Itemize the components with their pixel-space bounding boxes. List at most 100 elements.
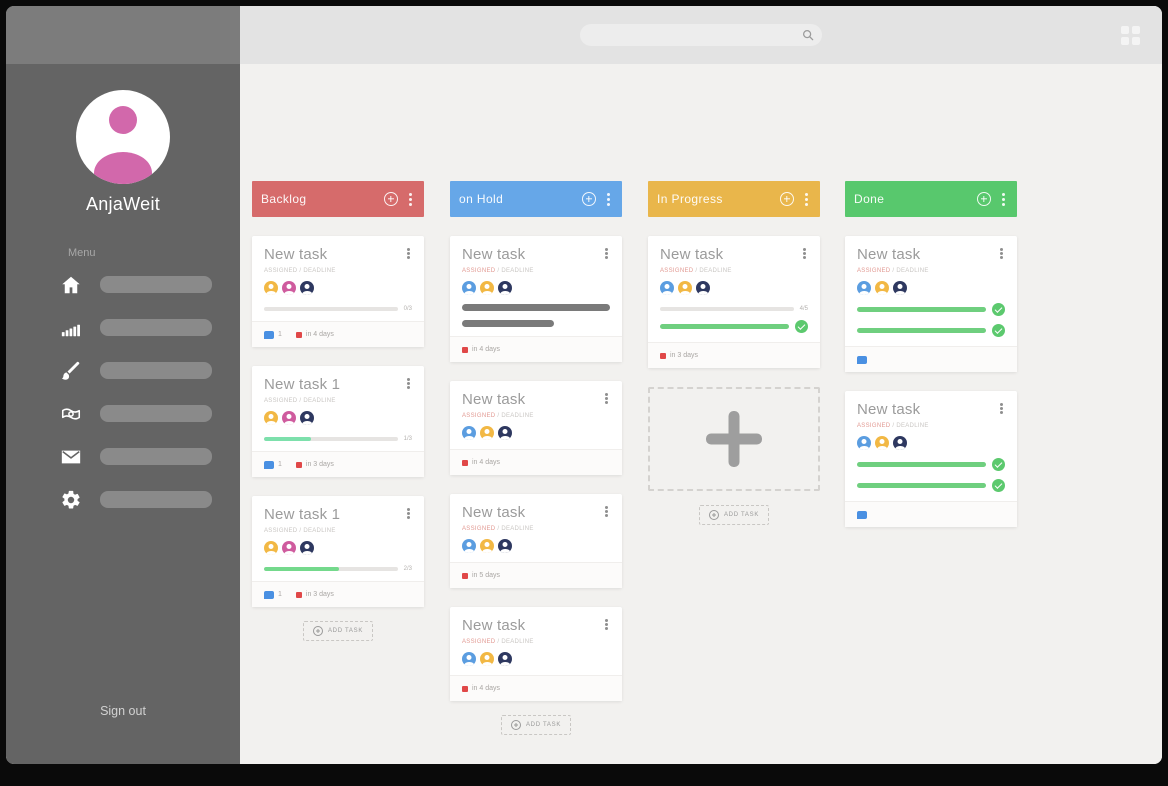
avatar bbox=[462, 539, 476, 553]
check-badge-icon bbox=[992, 479, 1005, 492]
due-text: in 3 days bbox=[305, 461, 334, 468]
menu-section-label: Menu bbox=[68, 247, 96, 259]
sidebar-item-2[interactable] bbox=[6, 349, 240, 392]
sidebar-item-3[interactable] bbox=[6, 392, 240, 435]
task-title-row: New task bbox=[264, 246, 412, 263]
add-task-button[interactable]: ADD TASK bbox=[698, 505, 770, 525]
due-text: in 5 days bbox=[472, 572, 501, 579]
kanban-column-on-hold: on Hold New task ASSIGNED / DEADLINE in 4 d… bbox=[450, 181, 622, 735]
task-menu-icon[interactable] bbox=[1000, 407, 1003, 410]
due-text: in 4 days bbox=[472, 685, 501, 692]
main-area: Backlog New task ASSIGNED / DEADLINE 0/3 1 in… bbox=[240, 6, 1162, 764]
task-card[interactable]: New task ASSIGNED / DEADLINE bbox=[845, 236, 1017, 372]
task-meta: ASSIGNED / DEADLINE bbox=[462, 413, 610, 419]
task-menu-icon[interactable] bbox=[605, 252, 608, 255]
user-name: AnjaWeit bbox=[85, 194, 161, 214]
menu-item-placeholder bbox=[100, 362, 212, 379]
task-card-body: New task ASSIGNED / DEADLINE bbox=[450, 494, 622, 562]
task-menu-icon[interactable] bbox=[605, 623, 608, 626]
placeholder-line bbox=[462, 304, 610, 311]
task-meta: ASSIGNED / DEADLINE bbox=[857, 423, 1005, 429]
column-title: Backlog bbox=[261, 192, 307, 206]
empty-task-slot[interactable] bbox=[648, 387, 820, 491]
settings-gear-icon bbox=[60, 489, 82, 511]
avatar-person-icon bbox=[109, 106, 137, 134]
avatar bbox=[480, 426, 494, 440]
progress-track bbox=[264, 437, 398, 441]
column-add-icon[interactable] bbox=[384, 192, 398, 206]
add-task-label: ADD TASK bbox=[723, 512, 760, 518]
avatar bbox=[300, 281, 314, 295]
apps-grid-icon[interactable] bbox=[1121, 26, 1140, 45]
avatar bbox=[264, 411, 278, 425]
sidebar-item-1[interactable] bbox=[6, 306, 240, 349]
avatar bbox=[480, 539, 494, 553]
progress-track bbox=[264, 567, 398, 571]
task-card[interactable]: New task ASSIGNED / DEADLINE in 4 days bbox=[450, 607, 622, 701]
task-meta: ASSIGNED / DEADLINE bbox=[462, 268, 610, 274]
avatar bbox=[678, 281, 692, 295]
comment-icon bbox=[264, 330, 274, 339]
task-meta: ASSIGNED / DEADLINE bbox=[857, 268, 1005, 274]
task-menu-icon[interactable] bbox=[803, 252, 806, 255]
task-card[interactable]: New task ASSIGNED / DEADLINE 0/3 1 in 4 days bbox=[252, 236, 424, 347]
avatar bbox=[462, 426, 476, 440]
task-title-row: New task bbox=[462, 617, 610, 634]
comment-count: 1 bbox=[278, 591, 282, 598]
task-meta-primary: ASSIGNED bbox=[660, 268, 694, 274]
done-bar bbox=[857, 328, 986, 333]
progress-row: 2/3 bbox=[264, 566, 412, 572]
avatar bbox=[264, 541, 278, 555]
column-add-icon[interactable] bbox=[977, 192, 991, 206]
progress-label: 4/5 bbox=[799, 306, 808, 312]
task-card[interactable]: New task ASSIGNED / DEADLINE in 5 days bbox=[450, 494, 622, 588]
task-meta: ASSIGNED / DEADLINE bbox=[264, 268, 412, 274]
avatar bbox=[300, 411, 314, 425]
sidebar-item-5[interactable] bbox=[6, 478, 240, 521]
sidebar-item-4[interactable] bbox=[6, 435, 240, 478]
task-menu-icon[interactable] bbox=[1000, 252, 1003, 255]
add-task-button[interactable]: ADD TASK bbox=[500, 715, 572, 735]
sign-out-button[interactable]: Sign out bbox=[100, 704, 146, 718]
column-menu-icon[interactable] bbox=[409, 197, 412, 201]
task-card[interactable]: New task ASSIGNED / DEADLINE bbox=[845, 391, 1017, 527]
column-menu-icon[interactable] bbox=[1002, 197, 1005, 201]
task-menu-icon[interactable] bbox=[407, 382, 410, 385]
task-menu-icon[interactable] bbox=[407, 252, 410, 255]
task-card[interactable]: New task 1 ASSIGNED / DEADLINE 1/3 1 in 3 da… bbox=[252, 366, 424, 477]
add-task-button[interactable]: ADD TASK bbox=[302, 621, 374, 641]
column-menu-icon[interactable] bbox=[607, 197, 610, 201]
placeholder-line bbox=[462, 320, 554, 327]
avatar bbox=[498, 426, 512, 440]
task-meta-secondary: / DEADLINE bbox=[693, 268, 732, 274]
sidebar-item-0[interactable] bbox=[6, 263, 240, 306]
column-add-icon[interactable] bbox=[780, 192, 794, 206]
task-menu-icon[interactable] bbox=[605, 510, 608, 513]
task-title-row: New task bbox=[462, 391, 610, 408]
card-footer: 1 in 4 days bbox=[252, 321, 424, 347]
task-menu-icon[interactable] bbox=[605, 397, 608, 400]
task-title: New task 1 bbox=[264, 376, 341, 393]
task-meta-primary: ASSIGNED bbox=[264, 528, 298, 534]
task-meta-secondary: / DEADLINE bbox=[890, 268, 929, 274]
avatar bbox=[696, 281, 710, 295]
column-add-icon[interactable] bbox=[582, 192, 596, 206]
task-card[interactable]: New task ASSIGNED / DEADLINE 4/5 in 3 days bbox=[648, 236, 820, 368]
task-meta-secondary: / DEADLINE bbox=[495, 526, 534, 532]
task-card[interactable]: New task ASSIGNED / DEADLINE in 4 days bbox=[450, 381, 622, 475]
column-header: Done bbox=[845, 181, 1017, 217]
plus-circle-icon bbox=[708, 510, 719, 520]
task-card[interactable]: New task ASSIGNED / DEADLINE in 4 days bbox=[450, 236, 622, 362]
card-footer: in 4 days bbox=[450, 336, 622, 362]
task-menu-icon[interactable] bbox=[407, 512, 410, 515]
task-assignees bbox=[857, 436, 1005, 450]
done-bar bbox=[857, 307, 986, 312]
card-footer: in 4 days bbox=[450, 675, 622, 701]
task-card[interactable]: New task 1 ASSIGNED / DEADLINE 2/3 1 in 3 da… bbox=[252, 496, 424, 607]
search-input[interactable] bbox=[580, 24, 822, 46]
task-card-body: New task ASSIGNED / DEADLINE 0/3 bbox=[252, 236, 424, 321]
column-title: In Progress bbox=[657, 192, 723, 206]
task-card-body: New task ASSIGNED / DEADLINE bbox=[845, 236, 1017, 346]
due-text: in 3 days bbox=[670, 352, 699, 359]
column-menu-icon[interactable] bbox=[805, 197, 808, 201]
